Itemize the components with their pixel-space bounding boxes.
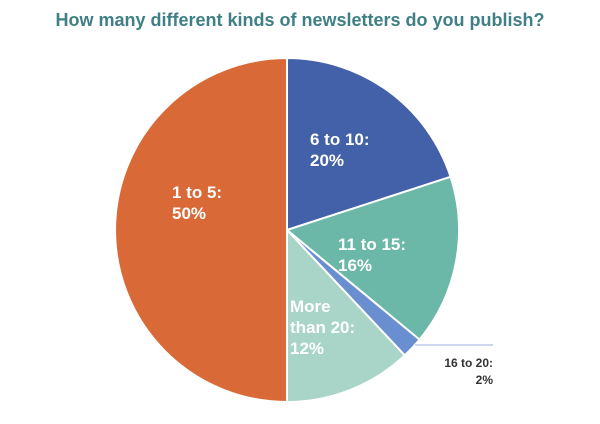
chart-title: How many different kinds of newsletters … <box>55 10 545 30</box>
slice-label: 1 to 5: <box>172 183 222 202</box>
slice-label: 16% <box>338 256 372 275</box>
slice-label: 50% <box>172 204 206 223</box>
slice-label: 6 to 10: <box>310 130 370 149</box>
pie-slice <box>114 56 288 404</box>
slice-label: 16 to 20: <box>444 356 493 370</box>
pie-slice <box>284 175 460 342</box>
pie-slice <box>286 56 452 232</box>
slice-label: 20% <box>310 151 344 170</box>
slice-label: 12% <box>290 339 324 358</box>
slice-label: 11 to 15: <box>338 235 406 254</box>
slice-label: More <box>290 297 331 316</box>
slice-label: than 20: <box>290 318 355 337</box>
pie-slice <box>286 227 407 404</box>
slice-label: 2% <box>476 373 494 387</box>
